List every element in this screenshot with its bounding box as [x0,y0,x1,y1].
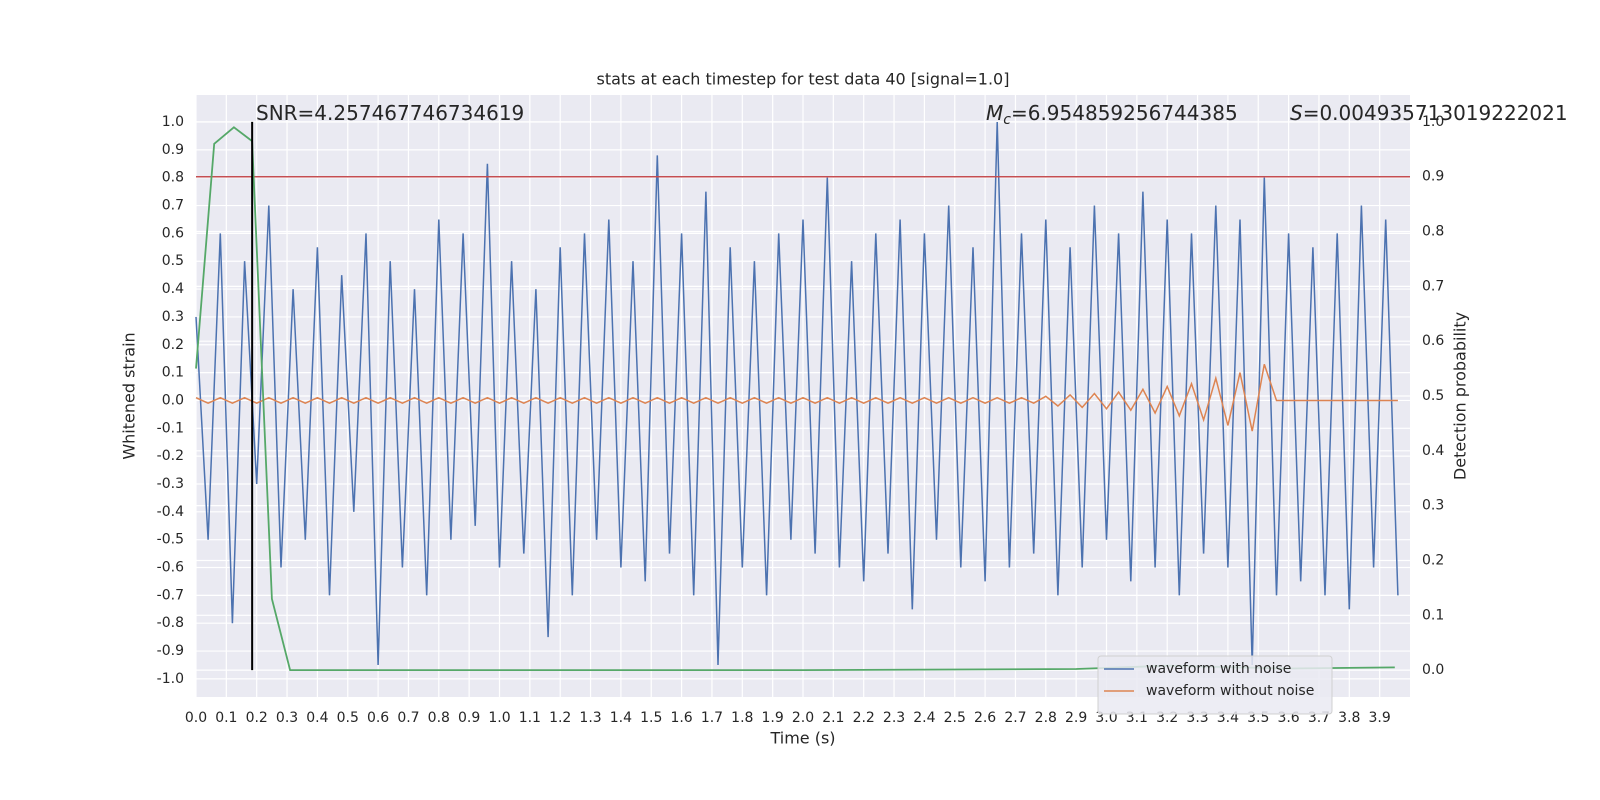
annotation-symbol: M [986,101,1003,125]
x-tick-label: 1.0 [488,710,510,726]
y2-tick-label: 0.2 [1422,552,1444,568]
x-tick-label: 1.6 [670,710,692,726]
x-tick-label: 0.0 [185,710,207,726]
x-tick-label: 1.1 [519,710,541,726]
y-tick-label: -0.9 [157,643,184,659]
y2-tick-label: 0.5 [1422,388,1444,404]
x-tick-label: 0.6 [367,710,389,726]
annotation-symbol: S [1290,101,1303,125]
y-tick-label: 0.9 [162,142,184,158]
y2-tick-label: 0.1 [1422,607,1444,623]
chart-title: stats at each timestep for test data 40 … [597,70,1010,89]
x-tick-label: 2.0 [792,710,814,726]
y2-tick-label: 0.7 [1422,278,1444,294]
annotation-text: =6.954859256744385 [1011,101,1238,125]
y-tick-label: 0.2 [162,337,184,353]
series-line [195,121,1399,666]
x-axis-label: Time (s) [769,729,835,748]
x-tick-label: 3.9 [1369,710,1391,726]
x-tick-label: 2.4 [913,710,935,726]
y-tick-label: 0.3 [162,309,184,325]
x-tick-label: 1.2 [549,710,571,726]
y-tick-label: -0.8 [157,615,184,631]
y2-tick-label: 0.8 [1422,224,1444,240]
x-tick-label: 0.5 [337,710,359,726]
y-tick-label: 0.1 [162,365,184,381]
annotation: SNR=4.257467746734619 [256,101,524,125]
y2-tick-label: 0.9 [1422,169,1444,185]
x-tick-label: 2.6 [974,710,996,726]
x-tick-label: 0.1 [215,710,237,726]
y-axis-label: Whitened strain [120,332,139,459]
x-tick-label: 0.3 [276,710,298,726]
y-tick-label: -0.7 [157,587,184,603]
x-tick-label: 1.4 [610,710,632,726]
x-tick-label: 1.7 [701,710,723,726]
y2-tick-label: 1.0 [1422,114,1444,130]
legend-label: waveform without noise [1146,683,1314,699]
y-tick-label: 1.0 [162,114,184,130]
y-tick-label: 0.0 [162,392,184,408]
y-tick-label: -0.3 [157,476,184,492]
annotation-subscript: c [1003,112,1011,128]
y-tick-label: -0.2 [157,448,184,464]
x-tick-label: 2.3 [883,710,905,726]
x-tick-label: 0.4 [306,710,328,726]
x-tick-label: 2.5 [944,710,966,726]
series-line [195,364,1398,432]
x-tick-label: 2.8 [1035,710,1057,726]
y-tick-label: -1.0 [157,671,184,687]
x-tick-label: 0.7 [397,710,419,726]
y-tick-label: -0.1 [157,420,184,436]
y-tick-label: 0.4 [162,281,184,297]
x-tick-label: 0.9 [458,710,480,726]
x-tick-label: 0.2 [246,710,268,726]
legend-box [1097,655,1333,715]
annotation-text: SNR=4.257467746734619 [256,101,524,125]
x-tick-label: 1.5 [640,710,662,726]
legend-label: waveform with noise [1146,661,1291,677]
y2-axis-label: Detection probability [1451,312,1470,480]
annotation: S=0.004935713019222021 [1290,101,1568,125]
x-tick-label: 1.8 [731,710,753,726]
y-tick-label: 0.7 [162,198,184,214]
y-tick-label: -0.4 [157,504,184,520]
x-tick-label: 1.9 [762,710,784,726]
x-tick-label: 0.8 [428,710,450,726]
y-tick-label: 0.8 [162,170,184,186]
x-tick-label: 2.7 [1004,710,1026,726]
y2-tick-label: 0.3 [1422,498,1444,514]
x-tick-label: 2.1 [822,710,844,726]
x-tick-label: 1.3 [579,710,601,726]
annotation: Mc=6.954859256744385 [986,101,1238,129]
x-tick-label: 3.8 [1338,710,1360,726]
y2-tick-label: 0.6 [1422,333,1444,349]
y2-tick-label: 0.0 [1422,662,1444,678]
annotation-text: =0.004935713019222021 [1303,101,1568,125]
y-tick-label: 0.5 [162,253,184,269]
x-tick-label: 2.9 [1065,710,1087,726]
y-tick-label: -0.6 [157,560,184,576]
y2-tick-label: 0.4 [1422,443,1444,459]
y-tick-label: -0.5 [157,532,184,548]
y-tick-label: 0.6 [162,225,184,241]
x-tick-label: 2.2 [853,710,875,726]
